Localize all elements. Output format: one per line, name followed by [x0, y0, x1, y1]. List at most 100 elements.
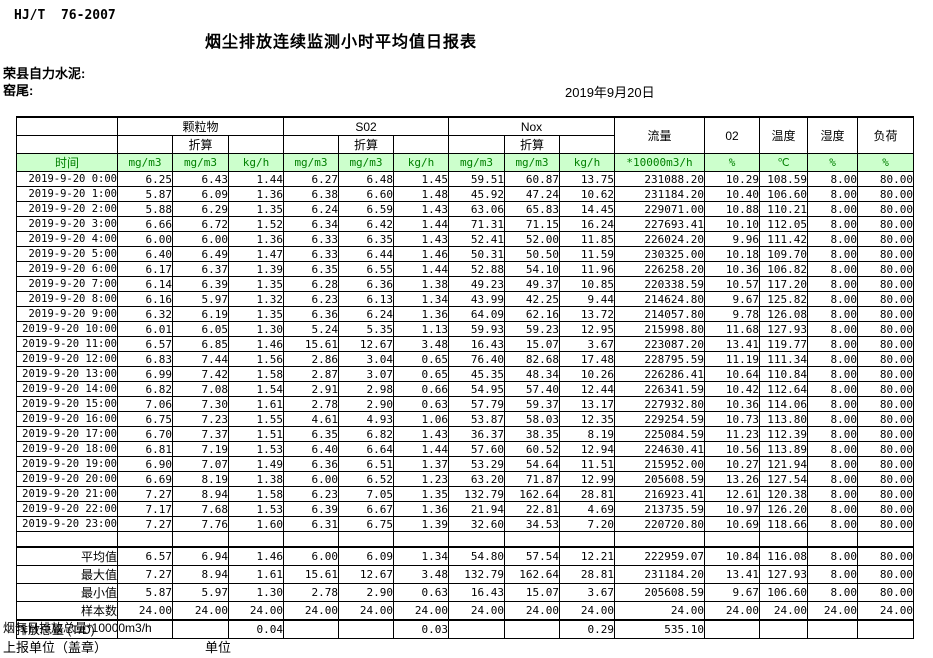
summary-value-cell: 80.00: [857, 545, 914, 566]
time-cell: 2019-9-20 16:00: [16, 411, 118, 427]
value-cell: 8.00: [807, 516, 858, 532]
blank-cell: [393, 135, 449, 154]
value-cell: 80.00: [857, 261, 914, 277]
value-cell: 7.06: [117, 396, 173, 412]
value-cell: 0.65: [393, 351, 449, 367]
value-cell: 1.54: [228, 381, 284, 397]
value-cell: 48.34: [504, 366, 560, 382]
value-cell: 8.00: [807, 351, 858, 367]
unit-pm-mgm3: mg/m3: [117, 153, 173, 172]
group-load: 负荷: [857, 116, 914, 154]
time-cell: 2019-9-20 13:00: [16, 366, 118, 382]
value-cell: 226258.20: [614, 261, 705, 277]
value-cell: 80.00: [857, 366, 914, 382]
value-cell: 6.70: [117, 426, 173, 442]
time-cell: 2019-9-20 15:00: [16, 396, 118, 412]
value-cell: 10.40: [704, 186, 760, 202]
value-cell: 5.88: [117, 201, 173, 217]
blank-cell: [857, 531, 914, 547]
value-cell: 3.67: [559, 336, 615, 352]
unit-flow: *10000m3/h: [614, 153, 705, 172]
value-cell: 6.40: [117, 246, 173, 262]
daily-total-value-cell: [807, 618, 858, 639]
value-cell: 1.56: [228, 351, 284, 367]
value-cell: 42.25: [504, 291, 560, 307]
value-cell: 1.45: [393, 171, 449, 187]
value-cell: 12.44: [559, 381, 615, 397]
summary-value-cell: 12.21: [559, 545, 615, 566]
value-cell: 1.44: [393, 441, 449, 457]
value-cell: 12.99: [559, 471, 615, 487]
summary-value-cell: 116.08: [759, 545, 808, 566]
value-cell: 220720.80: [614, 516, 705, 532]
value-cell: 10.36: [704, 261, 760, 277]
value-cell: 13.72: [559, 306, 615, 322]
value-cell: 2.90: [338, 396, 394, 412]
value-cell: 108.59: [759, 171, 808, 187]
value-cell: 80.00: [857, 471, 914, 487]
value-cell: 6.67: [338, 501, 394, 517]
value-cell: 6.27: [283, 171, 339, 187]
value-cell: 6.35: [283, 261, 339, 277]
value-cell: 1.51: [228, 426, 284, 442]
value-cell: 126.08: [759, 306, 808, 322]
value-cell: 215998.80: [614, 321, 705, 337]
value-cell: 80.00: [857, 276, 914, 292]
value-cell: 1.58: [228, 486, 284, 502]
value-cell: 17.48: [559, 351, 615, 367]
table-row: 2019-9-20 18:00 6.81 7.19 1.53 6.40 6.64 1.44 5…: [16, 441, 914, 457]
value-cell: 80.00: [857, 231, 914, 247]
value-cell: 80.00: [857, 186, 914, 202]
value-cell: 59.93: [448, 321, 505, 337]
value-cell: 76.40: [448, 351, 505, 367]
value-cell: 214057.80: [614, 306, 705, 322]
converted-header-row: 折算 折算 折算: [16, 135, 914, 154]
summary-value-cell: 24.00: [393, 600, 449, 620]
summary-value-cell: 8.00: [807, 582, 858, 602]
value-cell: 1.34: [393, 291, 449, 307]
value-cell: 8.19: [559, 426, 615, 442]
value-cell: 213735.59: [614, 501, 705, 517]
value-cell: 1.13: [393, 321, 449, 337]
unit-so2-kgh: kg/h: [393, 153, 449, 172]
value-cell: 60.52: [504, 441, 560, 457]
value-cell: 6.38: [283, 186, 339, 202]
value-cell: 9.78: [704, 306, 760, 322]
value-cell: 8.00: [807, 276, 858, 292]
value-cell: 1.55: [228, 411, 284, 427]
value-cell: 12.95: [559, 321, 615, 337]
table-row: 2019-9-20 10:00 6.01 6.05 1.30 5.24 5.35 1.13 5…: [16, 321, 914, 337]
value-cell: 49.37: [504, 276, 560, 292]
value-cell: 7.27: [117, 516, 173, 532]
value-cell: 1.39: [393, 516, 449, 532]
value-cell: 8.00: [807, 216, 858, 232]
value-cell: 8.00: [807, 366, 858, 382]
value-cell: 49.23: [448, 276, 505, 292]
value-cell: 1.36: [393, 306, 449, 322]
group-humidity: 湿度: [807, 116, 858, 154]
group-flow: 流量: [614, 116, 705, 154]
value-cell: 54.10: [504, 261, 560, 277]
value-cell: 47.24: [504, 186, 560, 202]
value-cell: 1.44: [228, 171, 284, 187]
value-cell: 13.26: [704, 471, 760, 487]
value-cell: 7.05: [338, 486, 394, 502]
value-cell: 8.00: [807, 441, 858, 457]
daily-total-value-cell: 535.10: [614, 618, 705, 639]
value-cell: 1.52: [228, 216, 284, 232]
unit-pm-converted-mgm3: mg/m3: [172, 153, 229, 172]
summary-value-cell: 80.00: [857, 564, 914, 584]
value-cell: 112.05: [759, 216, 808, 232]
table-body: 2019-9-20 0:00 6.25 6.43 1.44 6.27 6.48 1.45 59…: [16, 171, 914, 639]
value-cell: 9.96: [704, 231, 760, 247]
blank-cell: [559, 135, 615, 154]
value-cell: 7.20: [559, 516, 615, 532]
value-cell: 2.87: [283, 366, 339, 382]
time-cell: 2019-9-20 11:00: [16, 336, 118, 352]
value-cell: 1.49: [228, 456, 284, 472]
value-cell: 1.53: [228, 501, 284, 517]
table-row: 2019-9-20 16:00 6.75 7.23 1.55 4.61 4.93 1.06 5…: [16, 411, 914, 427]
time-cell: 2019-9-20 20:00: [16, 471, 118, 487]
unit-so2-converted-mgm3: mg/m3: [338, 153, 394, 172]
summary-value-cell: 7.27: [117, 564, 173, 584]
